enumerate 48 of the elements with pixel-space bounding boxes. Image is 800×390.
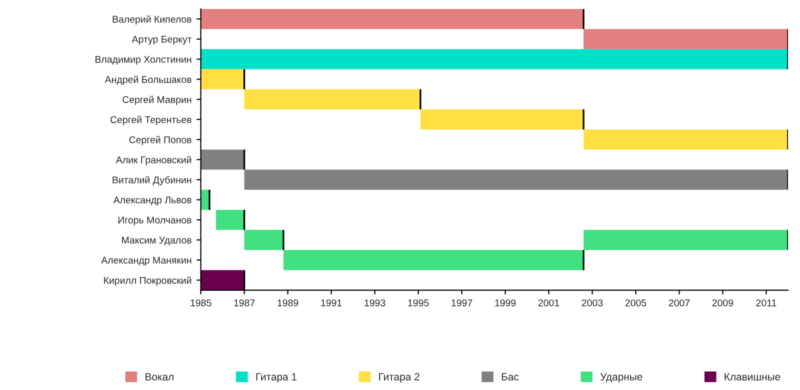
legend-label: Вокал <box>146 373 174 380</box>
y-tick-label: Владимир Холстинин <box>96 56 192 65</box>
bar <box>200 8 584 30</box>
y-tick-label: Максим Удалов <box>122 236 192 246</box>
x-tick-label: 2003 <box>582 299 603 306</box>
x-tick-label: 1987 <box>234 299 255 306</box>
y-tick-label: Сергей Терентьев <box>110 116 192 126</box>
bar <box>244 170 788 190</box>
x-tick-label: 2007 <box>668 299 690 306</box>
bar <box>584 29 788 50</box>
bar <box>200 69 244 90</box>
legend-label: Клавишные <box>724 373 780 380</box>
bar <box>420 109 584 130</box>
bar <box>200 49 788 70</box>
bar <box>216 210 244 230</box>
x-tick-label: 1991 <box>321 299 342 306</box>
bar <box>283 250 584 270</box>
y-tick-label: Игорь Молчанов <box>118 216 192 226</box>
x-tick-label: 1995 <box>408 299 429 306</box>
x-tick-label: 2011 <box>756 299 776 306</box>
y-tick-label: Андрей Большаков <box>104 76 192 85</box>
legend-label: Бас <box>502 373 519 380</box>
y-tick-label: Виталий Дубинин <box>112 176 192 186</box>
x-tick-label: 1985 <box>190 299 212 306</box>
y-tick-label: Артур Беркут <box>132 36 192 45</box>
x-tick-label: 1999 <box>495 299 516 306</box>
y-tick-label: Сергей Маврин <box>122 96 192 105</box>
x-tick-label: 2009 <box>712 299 734 306</box>
x-tick-label: 1989 <box>278 299 298 306</box>
x-tick-label: 2005 <box>625 299 646 306</box>
y-tick-label: Кирилл Покровский <box>104 276 192 286</box>
x-tick-label: 1993 <box>364 299 386 306</box>
bar <box>200 270 244 290</box>
y-tick-label: Сергей Попов <box>129 136 192 146</box>
legend-label: Гитара 2 <box>379 373 420 383</box>
legend-label: Ударные <box>600 373 642 383</box>
bar <box>200 150 244 170</box>
y-tick-label: Александр Львов <box>113 196 192 206</box>
y-tick-label: Алик Грановский <box>116 156 192 166</box>
y-tick-label: Валерий Кипелов <box>112 15 192 25</box>
bar <box>584 129 788 150</box>
legend-label: Гитара 1 <box>256 373 296 383</box>
x-tick-label: 1997 <box>452 299 472 306</box>
x-tick-label: 2001 <box>538 299 560 306</box>
y-tick-label: Александр Манякин <box>101 256 192 266</box>
bar <box>244 89 420 110</box>
bar <box>244 230 284 250</box>
bar <box>584 230 788 250</box>
